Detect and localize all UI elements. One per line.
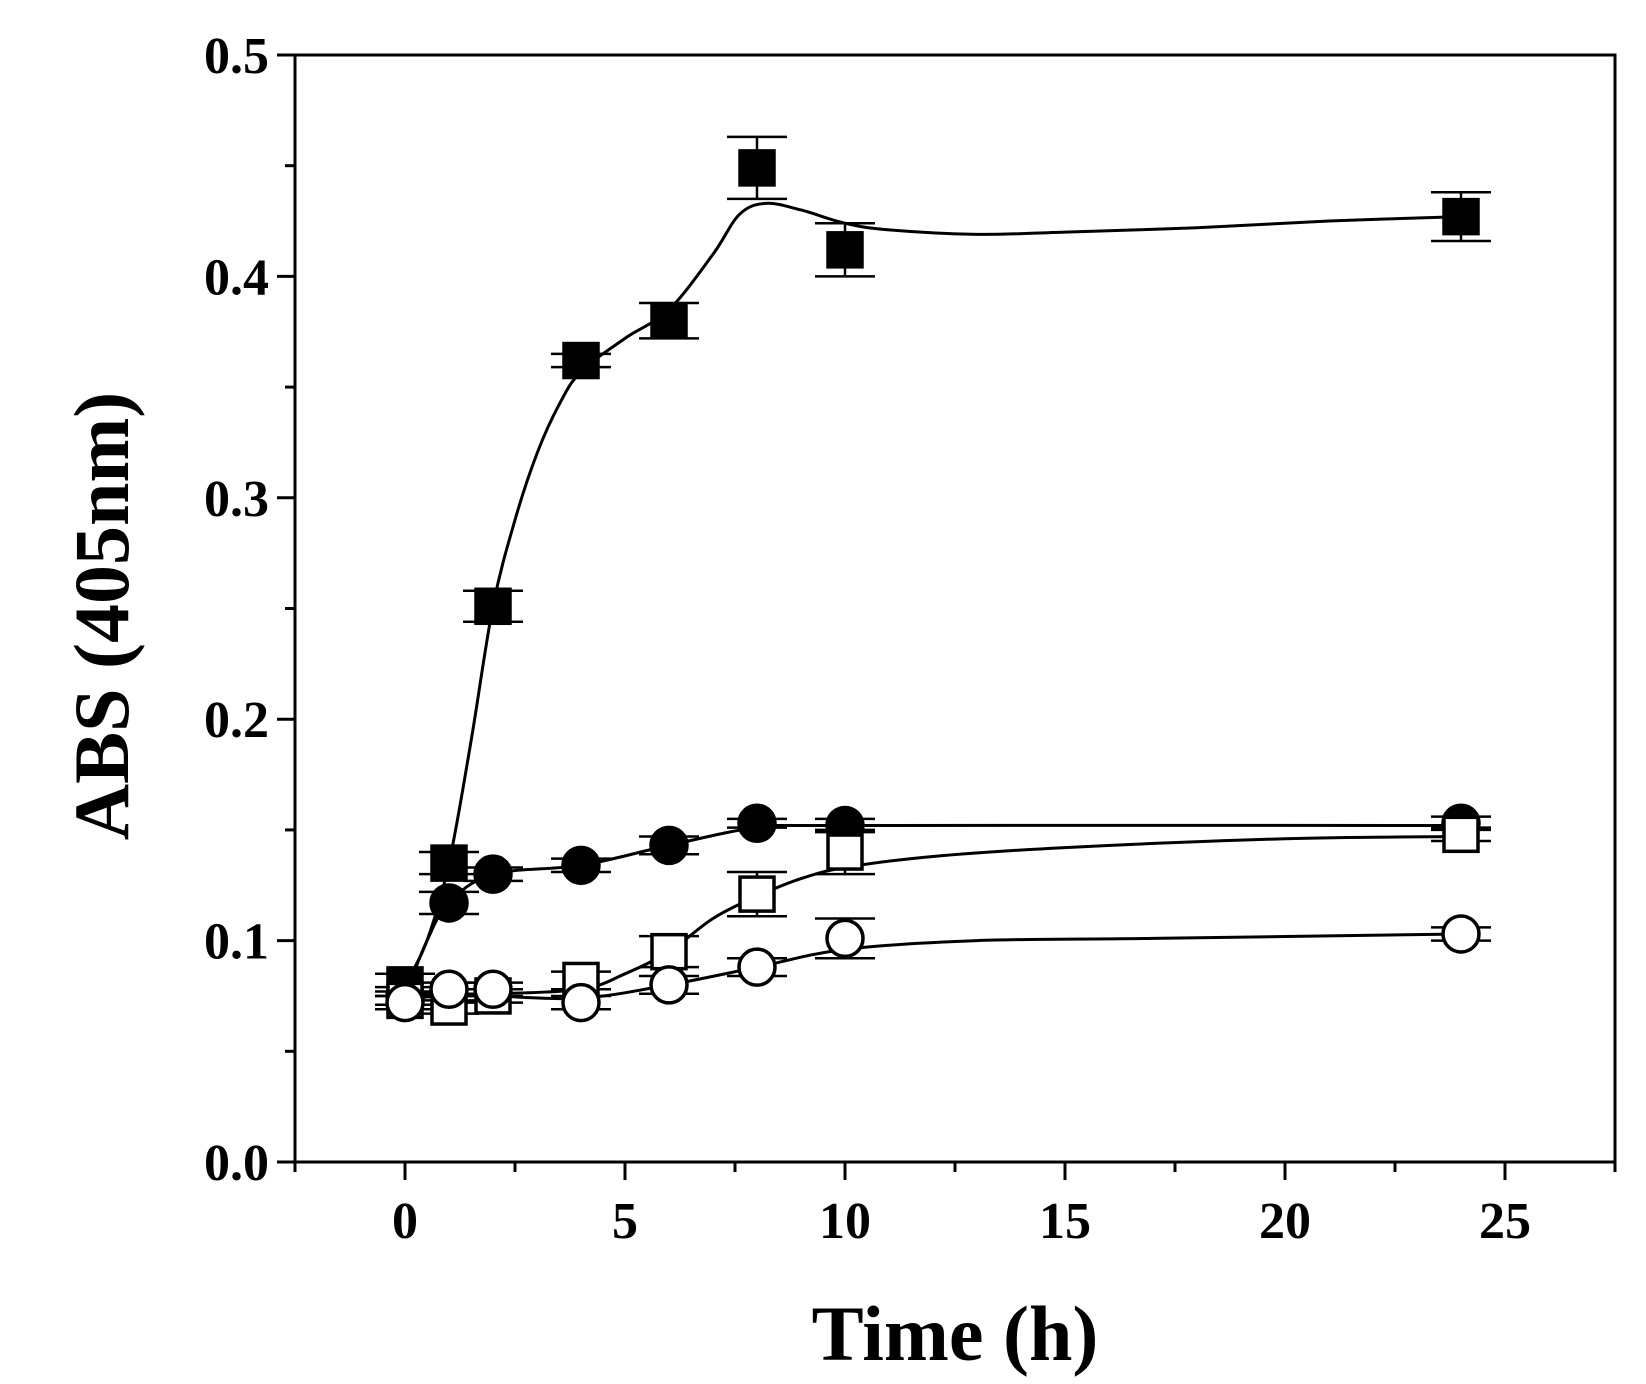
- open-square-point: [826, 833, 864, 871]
- filled-circle-point: [473, 854, 513, 894]
- x-tick-label: 0: [392, 1193, 418, 1250]
- x-tick-label: 20: [1259, 1193, 1311, 1250]
- y-tick-label: 0.3: [204, 471, 269, 528]
- filled-square-point: [430, 844, 468, 882]
- filled-square-curve: [403, 201, 1462, 986]
- data-markers: [385, 149, 1481, 1026]
- filled-square-point: [562, 341, 600, 380]
- filled-circle-point: [737, 803, 777, 844]
- y-tick-label: 0.0: [204, 1135, 269, 1192]
- error-bars: [375, 135, 1491, 1015]
- x-axis-title: Time (h): [812, 1290, 1099, 1377]
- axis-ticks: [277, 53, 1617, 1180]
- open-circle-point: [649, 965, 689, 1005]
- filled-circle-point: [649, 825, 689, 866]
- open-circle-point: [473, 969, 513, 1010]
- open-square-point: [650, 932, 688, 971]
- open-circle-point: [385, 982, 425, 1023]
- y-axis-title: ABS (405nm): [58, 392, 145, 841]
- y-tick-label: 0.5: [204, 28, 269, 85]
- open-circle-point: [1441, 914, 1481, 954]
- y-tick-label: 0.4: [204, 249, 269, 306]
- open-circle-point: [737, 947, 777, 987]
- filled-square-point: [738, 149, 776, 187]
- x-tick-labels: 0 5 10 15 20 25: [392, 1193, 1531, 1250]
- filled-circle-point: [561, 845, 601, 886]
- open-square-point: [738, 875, 776, 913]
- x-tick-label: 25: [1479, 1193, 1531, 1250]
- filled-square-point: [826, 231, 864, 269]
- y-tick-label: 0.2: [204, 692, 269, 749]
- x-tick-label: 5: [612, 1193, 638, 1250]
- series-curves: [403, 201, 1462, 1001]
- open-circle-point: [825, 918, 865, 959]
- x-tick-label: 10: [819, 1193, 871, 1250]
- filled-square-point: [474, 587, 512, 626]
- open-circle-point: [429, 969, 469, 1010]
- filled-square-point: [650, 301, 688, 340]
- y-tick-labels: 0.0 0.1 0.2 0.3 0.4 0.5: [204, 28, 269, 1192]
- filled-square-point: [1442, 197, 1480, 236]
- open-circle-point: [561, 982, 601, 1023]
- filled-circle-point: [429, 883, 469, 923]
- x-tick-label: 15: [1039, 1193, 1091, 1250]
- open-square-point: [1442, 815, 1480, 854]
- y-tick-label: 0.1: [204, 914, 269, 971]
